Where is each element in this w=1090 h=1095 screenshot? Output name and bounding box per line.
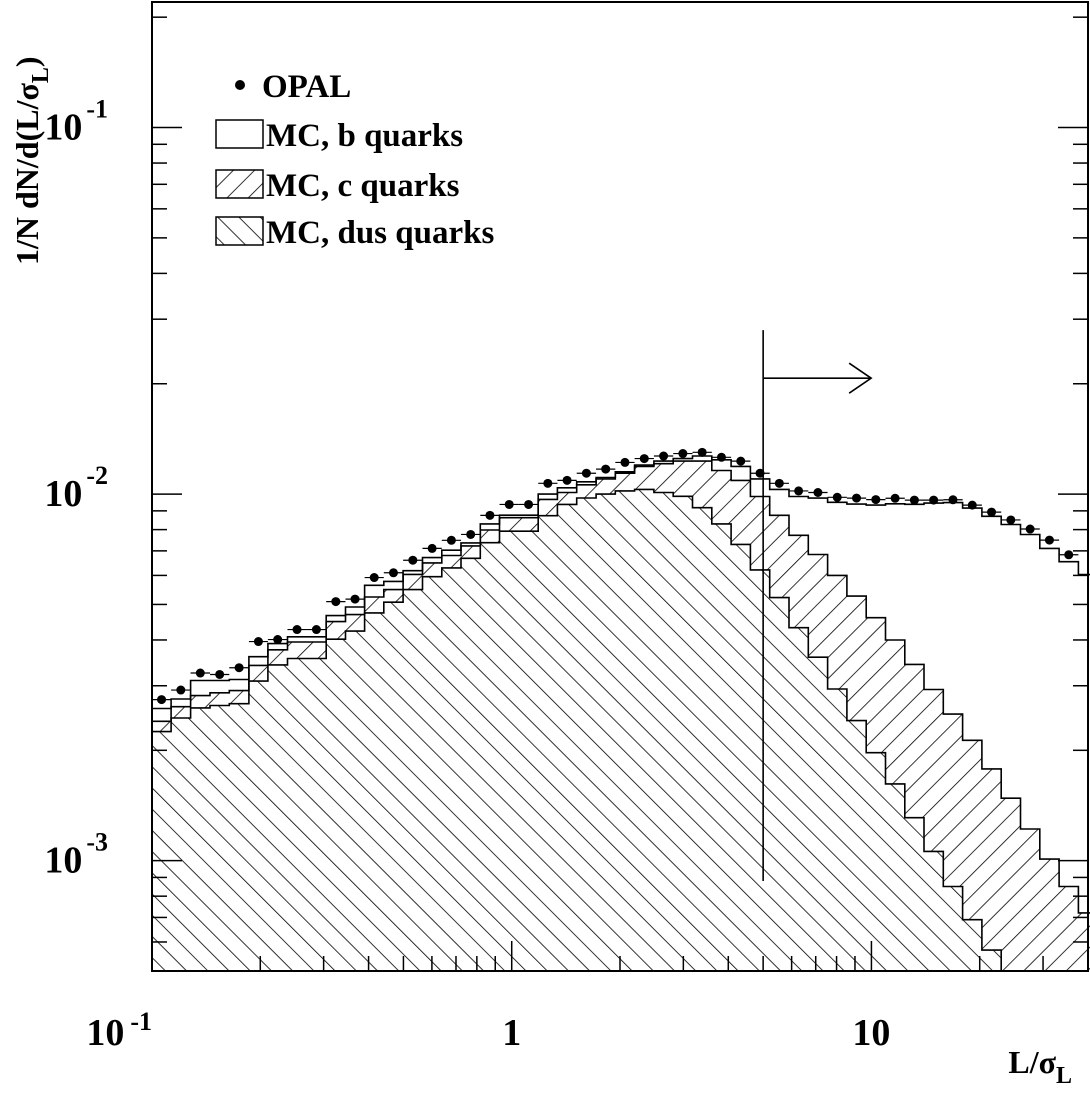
opal-data-points bbox=[152, 447, 1079, 705]
legend-swatch-dus bbox=[215, 216, 264, 246]
opal-data-point bbox=[1006, 515, 1016, 525]
opal-data-point bbox=[273, 635, 283, 645]
opal-data-point bbox=[350, 594, 360, 604]
opal-data-point bbox=[948, 495, 958, 505]
opal-data-point bbox=[234, 663, 244, 673]
legend-swatch-b bbox=[215, 119, 264, 149]
opal-data-point bbox=[794, 486, 804, 496]
mc-c-quarks-outline bbox=[152, 460, 1090, 914]
legend-label-dus: MC, dus quarks bbox=[266, 215, 494, 251]
mc-dus-quarks-area bbox=[152, 489, 1090, 971]
opal-data-point bbox=[909, 495, 919, 505]
y-axis-label-subscript: L bbox=[28, 67, 54, 83]
opal-data-point bbox=[176, 685, 186, 695]
opal-data-point bbox=[369, 573, 379, 583]
opal-data-point bbox=[543, 478, 553, 488]
cut-indicator bbox=[762, 330, 873, 882]
opal-data-point bbox=[716, 452, 726, 462]
opal-data-point bbox=[967, 500, 977, 510]
opal-data-point bbox=[1044, 535, 1054, 545]
y-axis-label-close: ) bbox=[9, 56, 45, 67]
legend-swatch-c bbox=[215, 169, 264, 199]
y-tick-label: 10 -2 bbox=[44, 461, 108, 515]
cut-arrow-head bbox=[848, 362, 873, 394]
legend-label-opal: OPAL bbox=[262, 69, 351, 105]
opal-data-point bbox=[601, 464, 611, 474]
opal-data-point bbox=[524, 499, 534, 509]
axes: 10 -1 1 10 10-1 10-2 10-3 bbox=[44, 1, 1089, 1054]
opal-data-point bbox=[215, 669, 225, 679]
opal-data-point bbox=[562, 475, 572, 485]
opal-data-point bbox=[466, 529, 476, 539]
y-axis-label: 1/N dN/d(L/σL) bbox=[9, 56, 54, 265]
opal-data-point bbox=[1025, 524, 1035, 534]
opal-data-point bbox=[581, 468, 591, 478]
opal-data-point bbox=[504, 499, 514, 509]
opal-data-point bbox=[813, 488, 823, 498]
opal-data-point bbox=[659, 451, 669, 461]
opal-data-point bbox=[331, 597, 341, 607]
x-tick-label: 1 bbox=[502, 1012, 521, 1054]
opal-data-point bbox=[1064, 550, 1074, 560]
legend-label-c: MC, c quarks bbox=[266, 168, 460, 204]
opal-data-point bbox=[678, 449, 688, 459]
plot-area bbox=[152, 2, 1090, 971]
x-tick-label: 10 bbox=[852, 1012, 890, 1054]
opal-data-point bbox=[736, 456, 746, 466]
opal-data-point bbox=[890, 493, 900, 503]
opal-data-point bbox=[427, 543, 437, 553]
opal-data-point bbox=[852, 493, 862, 503]
legend-label-b: MC, b quarks bbox=[266, 118, 463, 154]
opal-data-point bbox=[195, 668, 205, 678]
opal-data-point bbox=[485, 510, 495, 520]
opal-data-point bbox=[292, 625, 302, 635]
opal-data-point bbox=[408, 555, 418, 565]
opal-data-point bbox=[832, 492, 842, 502]
opal-data-point bbox=[157, 695, 167, 705]
opal-data-point bbox=[311, 625, 321, 635]
opal-data-point bbox=[697, 447, 707, 457]
opal-data-point bbox=[929, 495, 939, 505]
opal-data-point bbox=[774, 478, 784, 488]
opal-data-point bbox=[446, 535, 456, 545]
legend: OPAL MC, b quarks MC, c quarks MC, dus q… bbox=[215, 69, 494, 251]
y-tick-label: 10 -1 bbox=[44, 95, 108, 149]
opal-data-point bbox=[620, 457, 630, 467]
opal-data-point bbox=[871, 495, 881, 505]
mc-dus-quarks-outline bbox=[152, 488, 1002, 971]
x-axis-label-subscript: L bbox=[1056, 1063, 1072, 1089]
legend-marker-opal bbox=[235, 80, 245, 90]
opal-data-point bbox=[388, 568, 398, 578]
opal-data-point bbox=[253, 637, 263, 647]
x-axis-label: L/σL bbox=[1008, 1044, 1072, 1089]
x-tick-label: 10 -1 bbox=[86, 1007, 152, 1054]
opal-data-point bbox=[639, 454, 649, 464]
opal-data-point bbox=[755, 468, 765, 478]
opal-data-point bbox=[987, 507, 997, 517]
y-tick-label: 10 -3 bbox=[44, 828, 108, 882]
